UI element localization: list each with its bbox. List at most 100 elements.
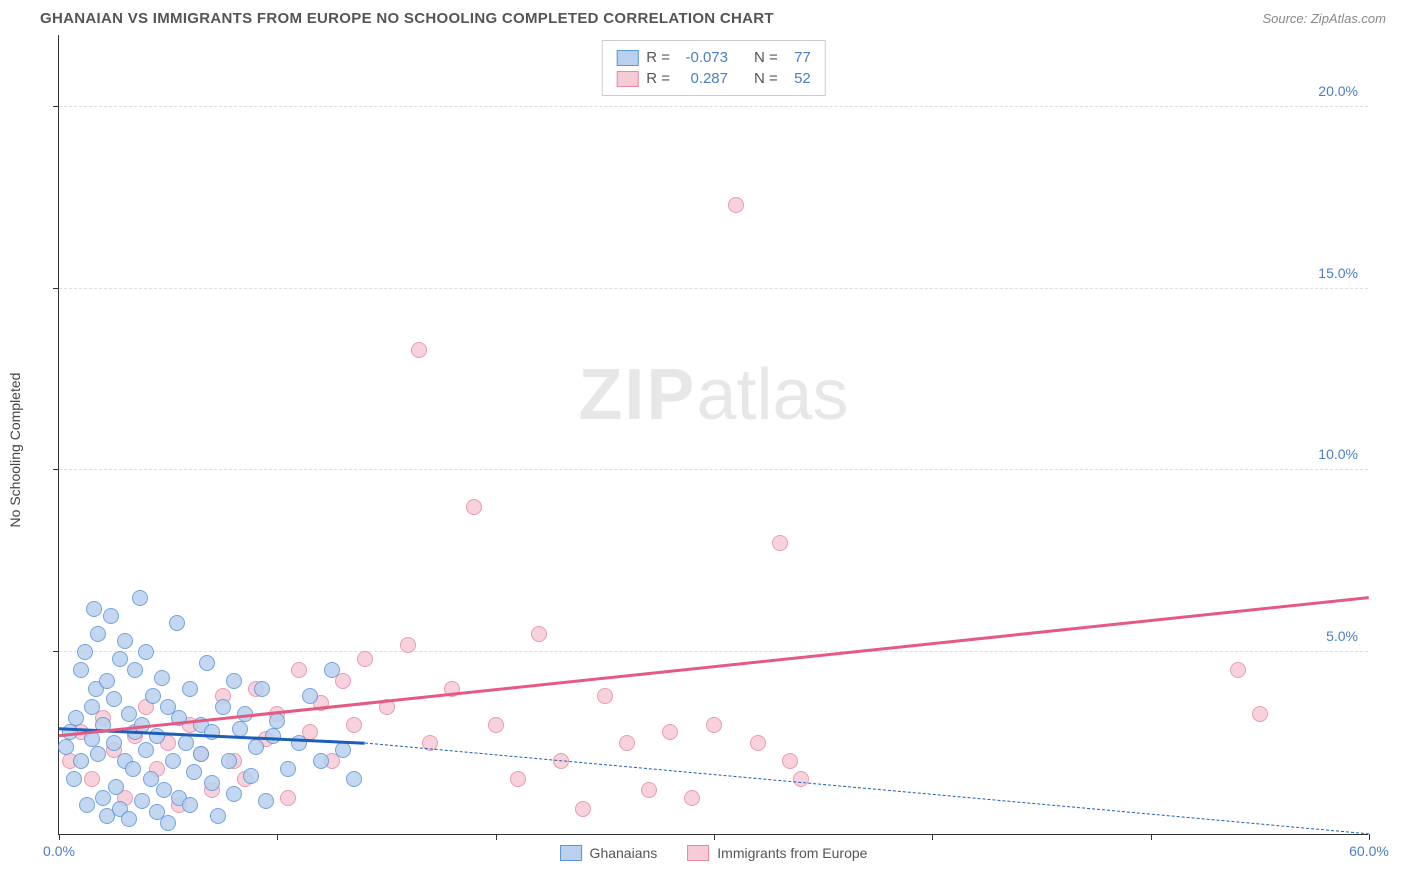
data-point (248, 739, 264, 755)
data-point (121, 811, 137, 827)
data-point (619, 735, 635, 751)
stat-n-value: 52 (786, 70, 811, 87)
data-point (1252, 706, 1268, 722)
data-point (641, 782, 657, 798)
data-point (182, 797, 198, 813)
stats-legend: R = -0.073 N = 77R = 0.287 N = 52 (601, 40, 826, 96)
data-point (90, 626, 106, 642)
data-point (169, 615, 185, 631)
gridline (59, 651, 1368, 652)
y-tick (53, 651, 59, 652)
data-point (165, 753, 181, 769)
data-point (182, 681, 198, 697)
data-point (684, 790, 700, 806)
data-point (149, 728, 165, 744)
data-point (254, 681, 270, 697)
data-point (79, 797, 95, 813)
data-point (186, 764, 202, 780)
data-point (138, 742, 154, 758)
data-point (84, 699, 100, 715)
data-point (106, 691, 122, 707)
data-point (793, 771, 809, 787)
data-point (204, 775, 220, 791)
data-point (772, 535, 788, 551)
data-point (258, 793, 274, 809)
data-point (77, 644, 93, 660)
data-point (68, 710, 84, 726)
data-point (112, 651, 128, 667)
legend-swatch (616, 71, 638, 87)
x-tick (496, 834, 497, 840)
legend-label: Ghanaians (590, 845, 658, 861)
data-point (400, 637, 416, 653)
gridline (59, 469, 1368, 470)
data-point (58, 739, 74, 755)
data-point (346, 717, 362, 733)
x-tick (59, 834, 60, 840)
data-point (145, 688, 161, 704)
data-point (210, 808, 226, 824)
y-tick-label: 20.0% (1318, 83, 1358, 99)
stat-r-label: R = (646, 49, 670, 66)
data-point (73, 753, 89, 769)
trend-line-extrapolated (365, 743, 1369, 835)
y-axis-label: No Schooling Completed (7, 373, 23, 528)
data-point (178, 735, 194, 751)
x-tick-label: 0.0% (43, 843, 75, 859)
data-point (575, 801, 591, 817)
legend-label: Immigrants from Europe (717, 845, 867, 861)
data-point (728, 197, 744, 213)
data-point (95, 790, 111, 806)
x-tick-label: 60.0% (1349, 843, 1389, 859)
data-point (215, 699, 231, 715)
stats-row: R = -0.073 N = 77 (616, 47, 811, 68)
data-point (132, 590, 148, 606)
data-point (226, 786, 242, 802)
data-point (117, 633, 133, 649)
data-point (127, 662, 143, 678)
data-point (138, 644, 154, 660)
stat-r-value: 0.287 (678, 70, 728, 87)
data-point (597, 688, 613, 704)
x-tick (932, 834, 933, 840)
stat-n-label: N = (754, 70, 778, 87)
data-point (411, 342, 427, 358)
data-point (265, 728, 281, 744)
data-point (84, 771, 100, 787)
data-point (108, 779, 124, 795)
data-point (66, 771, 82, 787)
data-point (199, 655, 215, 671)
data-point (488, 717, 504, 733)
data-point (531, 626, 547, 642)
data-point (226, 673, 242, 689)
x-tick (714, 834, 715, 840)
data-point (232, 721, 248, 737)
data-point (750, 735, 766, 751)
data-point (357, 651, 373, 667)
data-point (782, 753, 798, 769)
data-point (313, 753, 329, 769)
data-point (302, 688, 318, 704)
data-point (221, 753, 237, 769)
stats-row: R =0.287N =52 (616, 68, 811, 89)
data-point (346, 771, 362, 787)
stat-n-value: 77 (786, 49, 811, 66)
data-point (324, 662, 340, 678)
data-point (291, 662, 307, 678)
y-tick-label: 15.0% (1318, 265, 1358, 281)
data-point (160, 815, 176, 831)
y-tick (53, 106, 59, 107)
correlation-chart: No Schooling Completed ZIPatlas R =-0.07… (10, 35, 1396, 865)
data-point (243, 768, 259, 784)
gridline (59, 288, 1368, 289)
gridline (59, 106, 1368, 107)
stat-n-label: N = (754, 49, 778, 66)
data-point (156, 782, 172, 798)
x-tick (1151, 834, 1152, 840)
data-point (706, 717, 722, 733)
data-point (125, 761, 141, 777)
data-point (269, 713, 285, 729)
legend-item: Immigrants from Europe (687, 845, 867, 861)
stat-r-value: -0.073 (678, 49, 728, 66)
y-tick (53, 469, 59, 470)
